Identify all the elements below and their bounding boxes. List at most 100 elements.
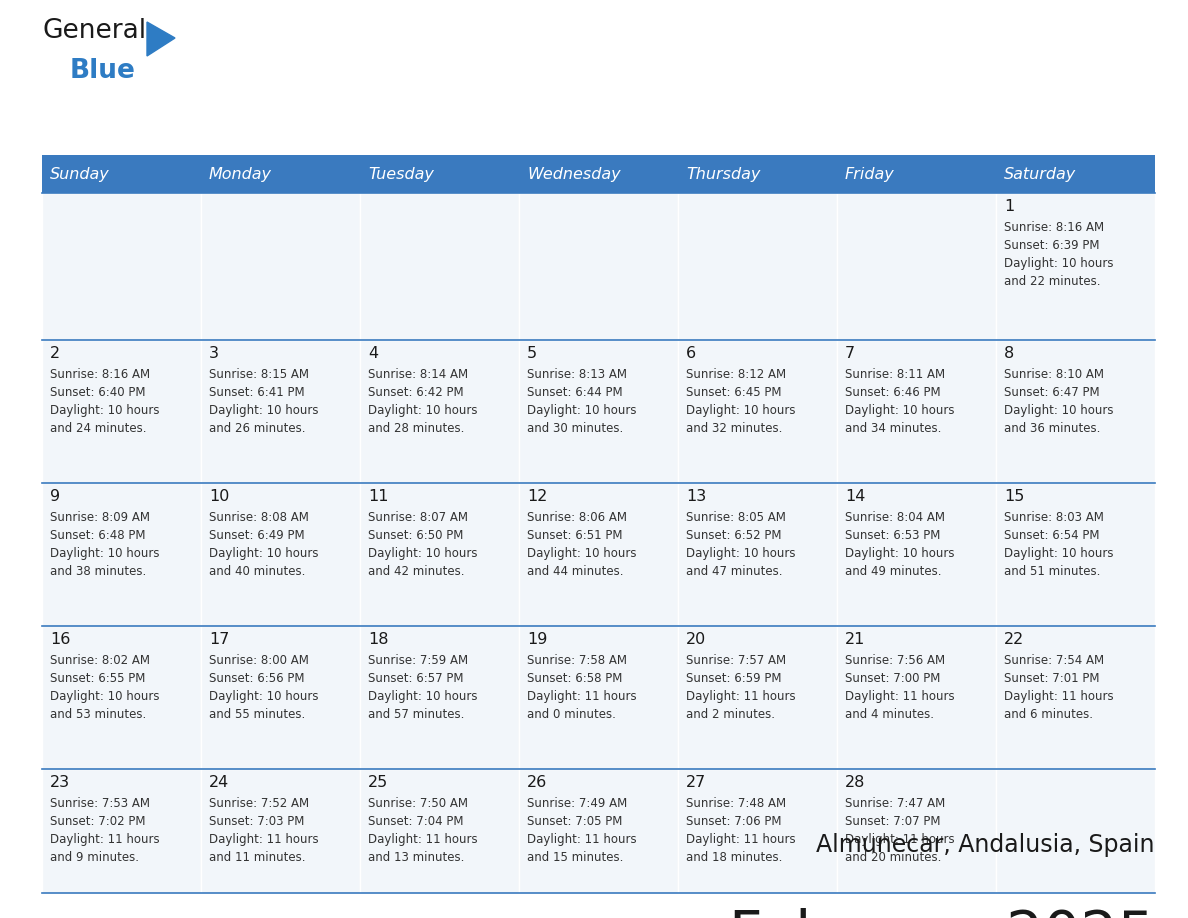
Text: and 24 minutes.: and 24 minutes. (50, 422, 146, 435)
Text: Sunrise: 8:03 AM: Sunrise: 8:03 AM (1004, 511, 1104, 524)
Polygon shape (147, 22, 175, 56)
Text: Thursday: Thursday (685, 166, 760, 182)
Text: Sunrise: 8:15 AM: Sunrise: 8:15 AM (209, 368, 309, 381)
FancyBboxPatch shape (201, 769, 360, 893)
Text: Sunset: 6:42 PM: Sunset: 6:42 PM (368, 386, 463, 399)
FancyBboxPatch shape (360, 769, 519, 893)
FancyBboxPatch shape (838, 626, 996, 769)
Text: and 51 minutes.: and 51 minutes. (1004, 565, 1100, 578)
Text: and 18 minutes.: and 18 minutes. (685, 851, 783, 864)
Text: Sunset: 6:47 PM: Sunset: 6:47 PM (1004, 386, 1100, 399)
Text: Sunrise: 7:49 AM: Sunrise: 7:49 AM (527, 797, 627, 810)
Text: and 20 minutes.: and 20 minutes. (845, 851, 941, 864)
Text: and 26 minutes.: and 26 minutes. (209, 422, 305, 435)
FancyBboxPatch shape (519, 193, 678, 340)
Text: Sunrise: 8:08 AM: Sunrise: 8:08 AM (209, 511, 309, 524)
FancyBboxPatch shape (996, 340, 1155, 483)
Text: Daylight: 10 hours: Daylight: 10 hours (209, 404, 318, 417)
FancyBboxPatch shape (201, 340, 360, 483)
FancyBboxPatch shape (838, 193, 996, 340)
FancyBboxPatch shape (519, 155, 678, 193)
Text: Sunday: Sunday (50, 166, 109, 182)
Text: 17: 17 (209, 632, 229, 647)
Text: 22: 22 (1004, 632, 1024, 647)
Text: 11: 11 (368, 489, 388, 504)
Text: and 49 minutes.: and 49 minutes. (845, 565, 942, 578)
FancyBboxPatch shape (678, 626, 838, 769)
Text: 1: 1 (1004, 199, 1015, 214)
Text: Sunrise: 8:06 AM: Sunrise: 8:06 AM (527, 511, 627, 524)
Text: Sunset: 7:07 PM: Sunset: 7:07 PM (845, 815, 941, 828)
FancyBboxPatch shape (838, 155, 996, 193)
Text: Daylight: 11 hours: Daylight: 11 hours (50, 833, 159, 846)
Text: and 32 minutes.: and 32 minutes. (685, 422, 783, 435)
Text: Sunset: 6:51 PM: Sunset: 6:51 PM (527, 529, 623, 542)
Text: and 30 minutes.: and 30 minutes. (527, 422, 624, 435)
Text: 13: 13 (685, 489, 706, 504)
FancyBboxPatch shape (42, 155, 201, 193)
Text: 6: 6 (685, 346, 696, 361)
Text: 19: 19 (527, 632, 548, 647)
Text: and 44 minutes.: and 44 minutes. (527, 565, 624, 578)
FancyBboxPatch shape (42, 626, 201, 769)
Text: 9: 9 (50, 489, 61, 504)
FancyBboxPatch shape (201, 626, 360, 769)
Text: Sunset: 6:39 PM: Sunset: 6:39 PM (1004, 239, 1100, 252)
Text: and 2 minutes.: and 2 minutes. (685, 708, 775, 721)
Text: Daylight: 10 hours: Daylight: 10 hours (685, 547, 796, 560)
Text: 3: 3 (209, 346, 219, 361)
Text: Daylight: 10 hours: Daylight: 10 hours (368, 547, 478, 560)
FancyBboxPatch shape (360, 155, 519, 193)
FancyBboxPatch shape (360, 483, 519, 626)
Text: Daylight: 10 hours: Daylight: 10 hours (368, 690, 478, 703)
FancyBboxPatch shape (201, 193, 360, 340)
Text: Sunset: 6:49 PM: Sunset: 6:49 PM (209, 529, 304, 542)
Text: Sunset: 6:57 PM: Sunset: 6:57 PM (368, 672, 463, 685)
FancyBboxPatch shape (678, 483, 838, 626)
Text: Sunset: 7:03 PM: Sunset: 7:03 PM (209, 815, 304, 828)
Text: Daylight: 11 hours: Daylight: 11 hours (527, 690, 637, 703)
FancyBboxPatch shape (678, 155, 838, 193)
Text: Almunecar, Andalusia, Spain: Almunecar, Andalusia, Spain (816, 833, 1155, 857)
Text: Sunset: 6:56 PM: Sunset: 6:56 PM (209, 672, 304, 685)
Text: and 57 minutes.: and 57 minutes. (368, 708, 465, 721)
Text: Daylight: 11 hours: Daylight: 11 hours (685, 690, 796, 703)
FancyBboxPatch shape (996, 769, 1155, 893)
Text: and 36 minutes.: and 36 minutes. (1004, 422, 1100, 435)
Text: Sunrise: 8:05 AM: Sunrise: 8:05 AM (685, 511, 786, 524)
Text: 23: 23 (50, 775, 70, 790)
Text: Sunrise: 7:52 AM: Sunrise: 7:52 AM (209, 797, 309, 810)
FancyBboxPatch shape (838, 340, 996, 483)
Text: Sunset: 6:44 PM: Sunset: 6:44 PM (527, 386, 623, 399)
Text: Sunrise: 7:54 AM: Sunrise: 7:54 AM (1004, 654, 1104, 667)
Text: and 22 minutes.: and 22 minutes. (1004, 275, 1100, 288)
Text: Daylight: 10 hours: Daylight: 10 hours (50, 404, 159, 417)
FancyBboxPatch shape (42, 483, 201, 626)
Text: Sunrise: 7:48 AM: Sunrise: 7:48 AM (685, 797, 786, 810)
FancyBboxPatch shape (42, 340, 201, 483)
Text: Sunset: 7:00 PM: Sunset: 7:00 PM (845, 672, 941, 685)
FancyBboxPatch shape (42, 769, 201, 893)
Text: Monday: Monday (209, 166, 272, 182)
FancyBboxPatch shape (519, 769, 678, 893)
Text: 24: 24 (209, 775, 229, 790)
Text: 14: 14 (845, 489, 865, 504)
Text: Sunrise: 8:13 AM: Sunrise: 8:13 AM (527, 368, 627, 381)
Text: and 4 minutes.: and 4 minutes. (845, 708, 934, 721)
Text: Sunrise: 7:58 AM: Sunrise: 7:58 AM (527, 654, 627, 667)
Text: 27: 27 (685, 775, 706, 790)
Text: Daylight: 10 hours: Daylight: 10 hours (845, 404, 954, 417)
Text: Sunset: 6:54 PM: Sunset: 6:54 PM (1004, 529, 1100, 542)
Text: Sunset: 6:40 PM: Sunset: 6:40 PM (50, 386, 145, 399)
Text: Sunrise: 7:53 AM: Sunrise: 7:53 AM (50, 797, 150, 810)
Text: 21: 21 (845, 632, 865, 647)
Text: and 47 minutes.: and 47 minutes. (685, 565, 783, 578)
Text: Daylight: 11 hours: Daylight: 11 hours (1004, 690, 1113, 703)
Text: Sunrise: 8:16 AM: Sunrise: 8:16 AM (1004, 221, 1104, 234)
Text: and 9 minutes.: and 9 minutes. (50, 851, 139, 864)
Text: 8: 8 (1004, 346, 1015, 361)
Text: Daylight: 11 hours: Daylight: 11 hours (845, 833, 955, 846)
Text: Sunrise: 8:14 AM: Sunrise: 8:14 AM (368, 368, 468, 381)
FancyBboxPatch shape (996, 193, 1155, 340)
Text: Sunrise: 8:00 AM: Sunrise: 8:00 AM (209, 654, 309, 667)
